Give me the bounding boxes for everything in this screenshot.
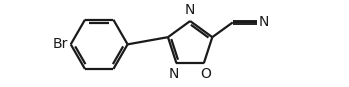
Text: O: O (201, 67, 211, 81)
Text: N: N (259, 15, 269, 29)
Text: Br: Br (53, 37, 68, 51)
Text: N: N (185, 3, 195, 17)
Text: N: N (169, 67, 179, 81)
